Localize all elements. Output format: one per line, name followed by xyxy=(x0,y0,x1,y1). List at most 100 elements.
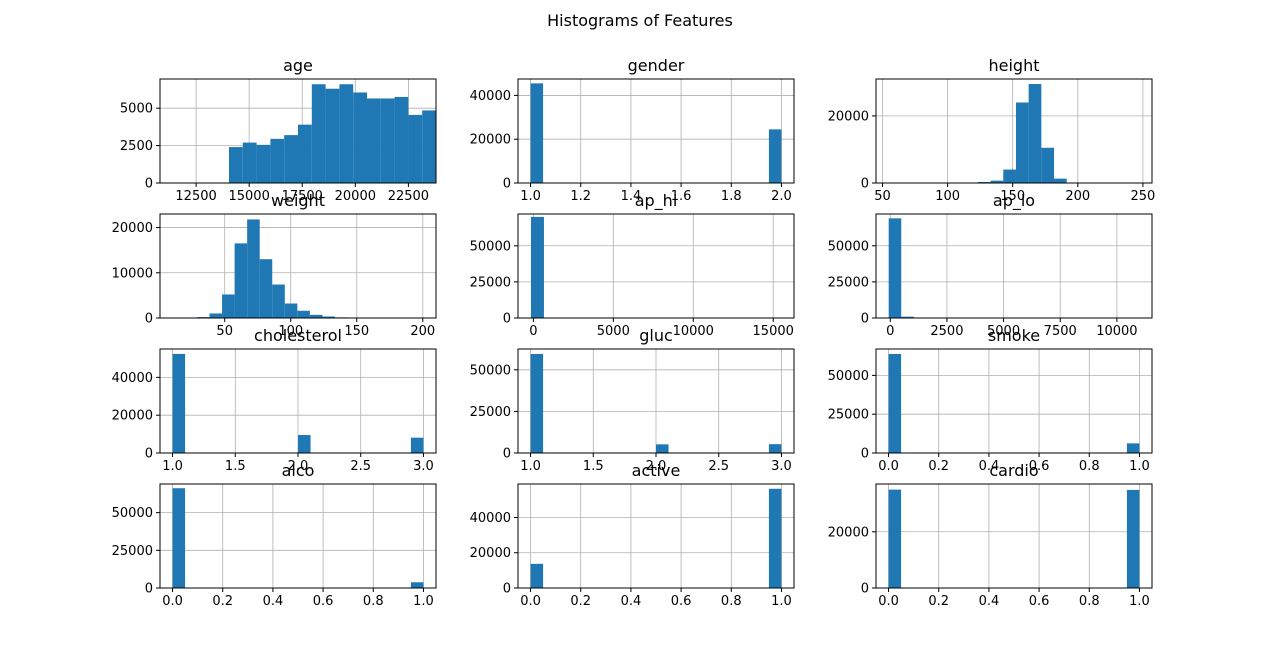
histogram-bar xyxy=(309,314,323,318)
histogram-grid: 12500 15000 17500 20000 22500025005000age1.0… xyxy=(112,56,1156,609)
y-tick-label: 25000 xyxy=(470,405,511,420)
x-tick-label: 2.5 xyxy=(708,459,729,474)
x-tick-label: 10000 xyxy=(673,324,714,339)
y-tick-label: 40000 xyxy=(112,371,153,386)
histogram-bar xyxy=(656,444,669,453)
y-tick-label: 0 xyxy=(503,447,511,462)
x-tick-label: 0 xyxy=(886,324,894,339)
x-tick-label: 0.6 xyxy=(671,594,692,609)
x-tick-label: 1.0 xyxy=(520,459,541,474)
x-tick-label: 0.4 xyxy=(979,594,1000,609)
y-tick-label: 0 xyxy=(145,177,153,192)
y-tick-label: 50000 xyxy=(828,369,869,384)
x-tick-label: 50 xyxy=(216,324,233,339)
x-tick-label: 1.0 xyxy=(771,594,792,609)
y-tick-label: 50000 xyxy=(470,363,511,378)
x-tick-label: 50 xyxy=(874,189,891,204)
x-tick-label: 0.2 xyxy=(212,594,233,609)
y-tick-label: 10000 xyxy=(112,266,153,281)
x-tick-label: 1.4 xyxy=(621,189,642,204)
histogram-bar xyxy=(234,243,248,318)
y-tick-label: 25000 xyxy=(828,275,869,290)
histogram-bar xyxy=(530,216,544,318)
histogram-bar xyxy=(298,435,311,453)
histogram-bar xyxy=(768,488,782,588)
histogram-bar xyxy=(410,437,424,453)
y-tick-label: 20000 xyxy=(470,133,511,148)
x-tick-label: 3.0 xyxy=(413,459,434,474)
axes-frame xyxy=(517,213,795,319)
x-tick-label: 1.0 xyxy=(520,189,541,204)
y-tick-label: 40000 xyxy=(470,89,511,104)
x-tick-label: 0.2 xyxy=(570,594,591,609)
histogram-bar xyxy=(1126,489,1140,588)
x-tick-label: 0.0 xyxy=(162,594,183,609)
x-tick-label: 0.4 xyxy=(979,459,1000,474)
histogram-bar xyxy=(322,316,335,318)
histogram-bar xyxy=(229,147,243,183)
y-tick-label: 0 xyxy=(861,312,869,327)
panel-title: gluc xyxy=(639,326,673,345)
x-tick-label: 2.5 xyxy=(350,459,371,474)
histogram-bar xyxy=(1003,169,1016,183)
x-tick-label: 0.2 xyxy=(928,459,949,474)
histogram-bar xyxy=(222,294,235,318)
histogram-panel-ap-lo: 0 2500 5000 7500 10000 0 25000 50000 ap_lo xyxy=(828,191,1153,339)
x-tick-label: 2.0 xyxy=(288,459,309,474)
x-tick-label: 100 xyxy=(278,324,303,339)
x-tick-label: 1.5 xyxy=(583,459,604,474)
histogram-bar xyxy=(1126,443,1140,453)
y-tick-label: 0 xyxy=(145,312,153,327)
histogram-bar xyxy=(1015,102,1029,183)
x-tick-label: 2.0 xyxy=(646,459,667,474)
x-tick-label: 0.8 xyxy=(721,594,742,609)
x-tick-label: 0.6 xyxy=(1029,594,1050,609)
x-tick-label: 15000 xyxy=(228,189,269,204)
x-tick-label: 150 xyxy=(344,324,369,339)
x-tick-label: 2.0 xyxy=(771,189,792,204)
histogram-bar xyxy=(1028,84,1042,183)
histogram-panel-weight: 50 100 150 200 0 10000 20000 weight xyxy=(112,191,437,339)
histogram-bar xyxy=(259,259,273,318)
histogram-bar xyxy=(768,444,782,453)
axes-frame xyxy=(159,483,437,589)
y-tick-label: 0 xyxy=(861,447,869,462)
x-tick-label: 0.0 xyxy=(878,594,899,609)
y-tick-label: 50000 xyxy=(112,506,153,521)
histogram-bar xyxy=(209,313,223,318)
histogram-bar xyxy=(256,144,271,183)
y-tick-label: 50000 xyxy=(470,239,511,254)
x-tick-label: 0.4 xyxy=(621,594,642,609)
axes-frame xyxy=(517,483,795,589)
histogram-bar xyxy=(339,84,354,183)
x-tick-label: 0.6 xyxy=(313,594,334,609)
x-tick-label: 5000 xyxy=(597,324,630,339)
y-tick-label: 25000 xyxy=(828,408,869,423)
x-tick-label: 20000 xyxy=(335,189,376,204)
y-tick-label: 0 xyxy=(145,582,153,597)
histogram-panel-ap-hi: 0 5000 10000 15000 0 25000 50000 ap_hi xyxy=(470,191,795,339)
histogram-bar xyxy=(247,219,260,318)
histogram-bar xyxy=(270,138,285,183)
histogram-bar xyxy=(311,84,326,183)
x-tick-label: 1.8 xyxy=(721,189,742,204)
histogram-bar xyxy=(284,135,298,183)
x-tick-label: 0 xyxy=(529,324,537,339)
panel-title: ap_hi xyxy=(635,191,678,211)
axes-frame xyxy=(875,483,1153,589)
histogram-panel-cardio: 0.0 0.2 0.4 0.6 0.8 1.0 0 20000 cardio xyxy=(828,461,1153,609)
x-tick-label: 17500 xyxy=(282,189,323,204)
histogram-panel-gender: 1.0 1.2 1.4 1.6 1.8 2.0 0 20000 40000 gender xyxy=(470,56,795,204)
axes-frame xyxy=(159,78,437,184)
histogram-bar xyxy=(297,310,310,318)
histogram-bar xyxy=(888,218,902,318)
x-tick-label: 1.0 xyxy=(1129,594,1150,609)
x-tick-label: 200 xyxy=(410,324,435,339)
histogram-bar xyxy=(977,181,991,183)
y-tick-label: 20000 xyxy=(828,109,869,124)
axes-frame xyxy=(875,213,1153,319)
histogram-bar xyxy=(990,180,1004,183)
histogram-bar xyxy=(367,98,381,183)
